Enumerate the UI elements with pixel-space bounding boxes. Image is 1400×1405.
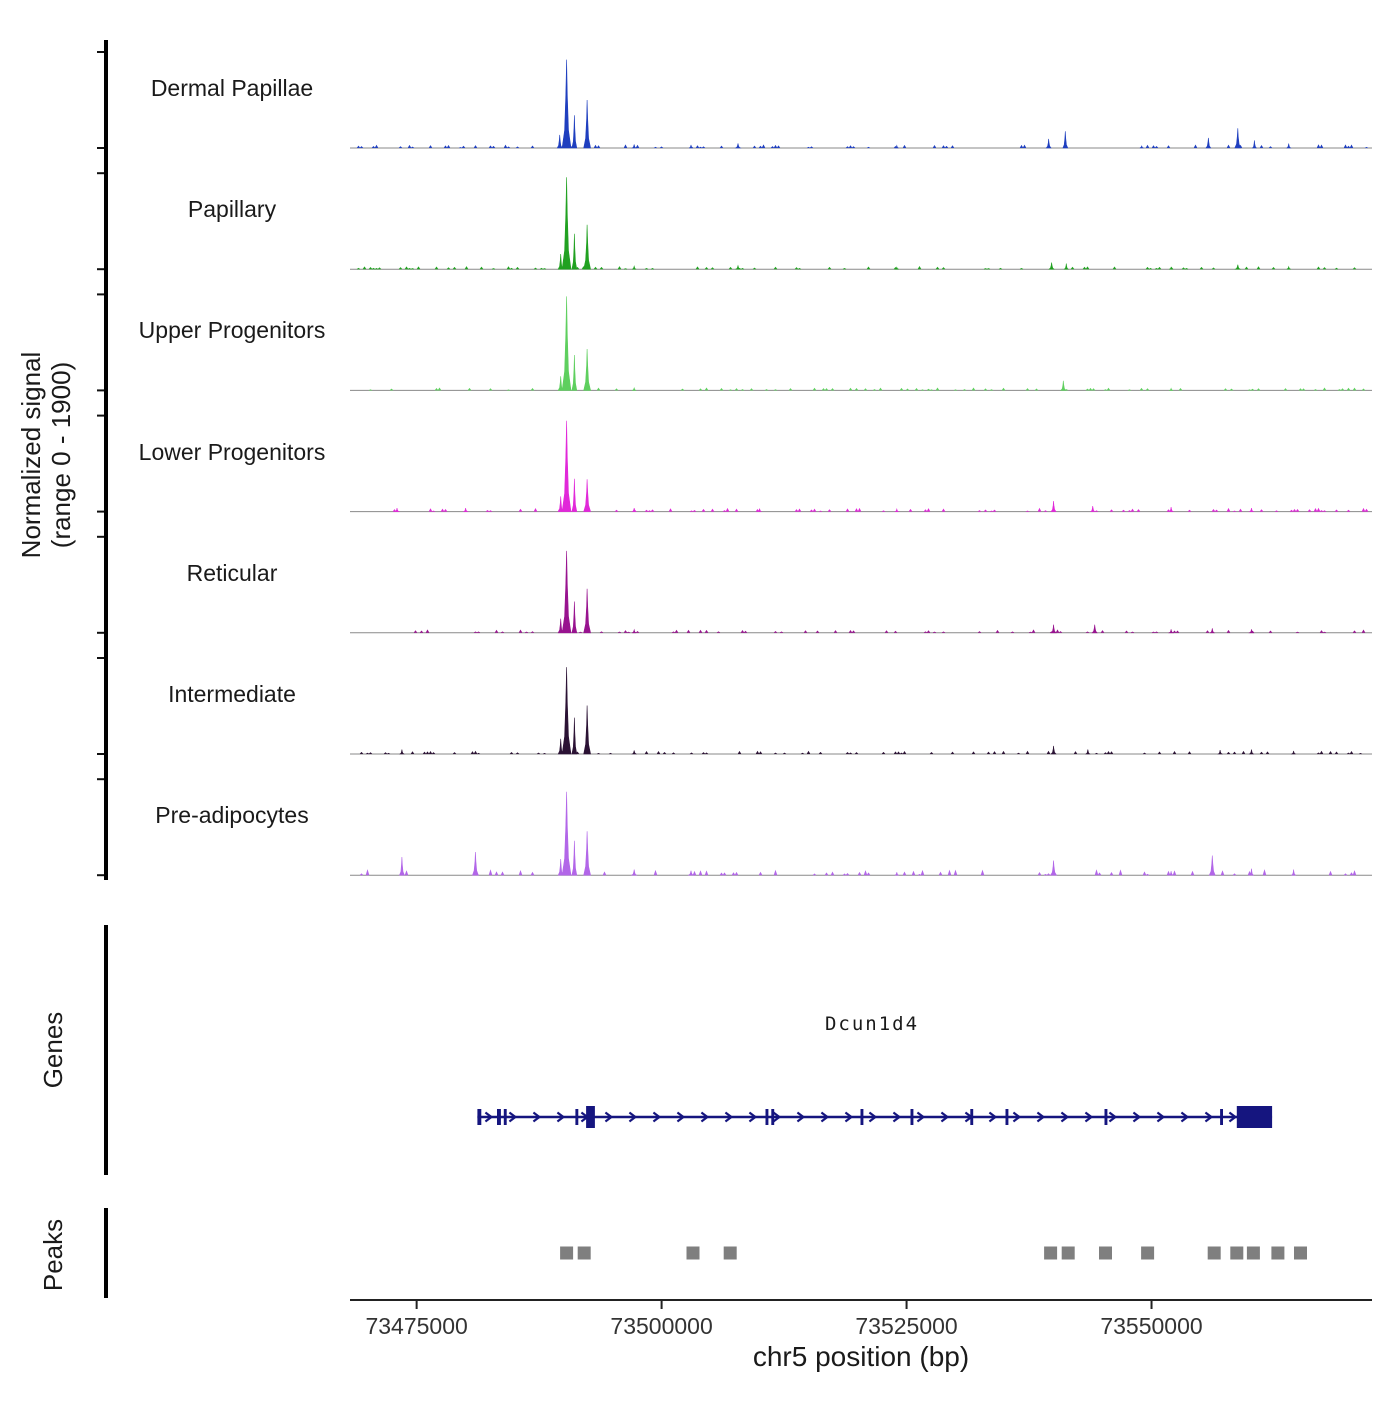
strand-arrow-icon [988,1111,998,1123]
strand-arrow-icon [940,1111,950,1123]
peak-box [1207,1246,1221,1260]
exon-box [575,1109,579,1125]
strand-arrow-icon [628,1111,638,1123]
label-layer: Dermal Papillae Papillary Upper Progenit… [16,75,969,1372]
track-label-lower-progenitors: Lower Progenitors [139,439,326,465]
track-label-papillary: Papillary [188,196,277,222]
peaks-section-label: Peaks [38,1219,68,1291]
strand-arrow-icon [700,1111,710,1123]
peak-box [1271,1246,1285,1260]
x-tick-label: 73500000 [610,1313,712,1339]
track-label-intermediate: Intermediate [168,681,296,707]
signal-area [359,791,1357,876]
strand-arrow-icon [1036,1111,1046,1123]
exon-box [860,1109,864,1125]
peak-box [1141,1246,1155,1260]
strand-arrow-icon [844,1111,854,1123]
strand-arrow-icon [556,1111,566,1123]
genes-section-label: Genes [38,1012,68,1089]
strand-arrow-icon [796,1111,806,1123]
gene-name-label: Dcun1d4 [825,1013,919,1035]
strand-arrow-icon [652,1111,662,1123]
strand-arrow-icon [916,1111,926,1123]
strand-arrow-icon [1156,1111,1166,1123]
peak-box [560,1246,574,1260]
exon-box [765,1109,769,1125]
strand-arrow-icon [1132,1111,1142,1123]
strand-arrow-icon [1180,1111,1190,1123]
exon-box [910,1109,914,1125]
strand-arrow-icon [1228,1111,1238,1123]
peak-box [723,1246,737,1260]
signal-area [413,550,1366,634]
strand-arrow-icon [1060,1111,1070,1123]
strand-arrow-icon [484,1111,494,1123]
strand-arrow-icon [508,1111,518,1123]
exon-box [497,1109,501,1125]
signal-area [392,420,1369,512]
strand-arrow-icon [820,1111,830,1123]
exon-box [771,1109,775,1125]
track-label-dermal-papillae: Dermal Papillae [151,75,313,101]
exon-box [503,1109,507,1125]
strand-arrow-icon [676,1111,686,1123]
strand-arrow-icon [532,1111,542,1123]
exon-box [1104,1109,1108,1125]
track-label-reticular: Reticular [187,560,278,586]
strand-arrow-icon [724,1111,734,1123]
exon-box [1220,1109,1223,1125]
signal-area [356,177,1357,270]
x-axis-title: chr5 position (bp) [753,1341,969,1372]
strand-arrow-icon [604,1111,614,1123]
strand-arrow-icon [748,1111,758,1123]
peak-box [1230,1246,1244,1260]
peak-box [1246,1246,1260,1260]
peak-box [1099,1246,1112,1260]
peak-box [1061,1246,1075,1260]
y-axis-label-line2: (range 0 - 1900) [46,362,76,548]
strand-arrow-icon [1108,1111,1118,1123]
strand-arrow-icon [1084,1111,1094,1123]
strand-arrow-icon [1012,1111,1022,1123]
signal-area [359,667,1363,755]
exon-box [586,1106,595,1128]
track-label-pre-adipocytes: Pre-adipocytes [155,802,308,828]
exon-box [1236,1106,1273,1128]
x-tick-label: 73550000 [1100,1313,1202,1339]
strand-arrow-icon [1204,1111,1214,1123]
peak-box [1294,1246,1307,1260]
x-tick-label: 73525000 [855,1313,957,1339]
strand-arrow-icon [892,1111,902,1123]
x-tick-label: 73475000 [365,1313,467,1339]
peak-box [686,1246,700,1260]
signal-area [356,59,1369,149]
strand-arrow-icon [772,1111,782,1123]
signal-area [368,296,1366,391]
strand-arrow-icon [868,1111,878,1123]
peak-box [1044,1246,1058,1260]
plot-layer: 73475000 73500000 73525000 73550000 [97,40,1372,1339]
track-label-upper-progenitors: Upper Progenitors [139,317,326,343]
peak-box [577,1246,591,1260]
exon-box [970,1109,974,1125]
exon-box [477,1109,482,1125]
exon-box [1005,1109,1009,1125]
y-axis-label-line1: Normalized signal [16,352,46,559]
